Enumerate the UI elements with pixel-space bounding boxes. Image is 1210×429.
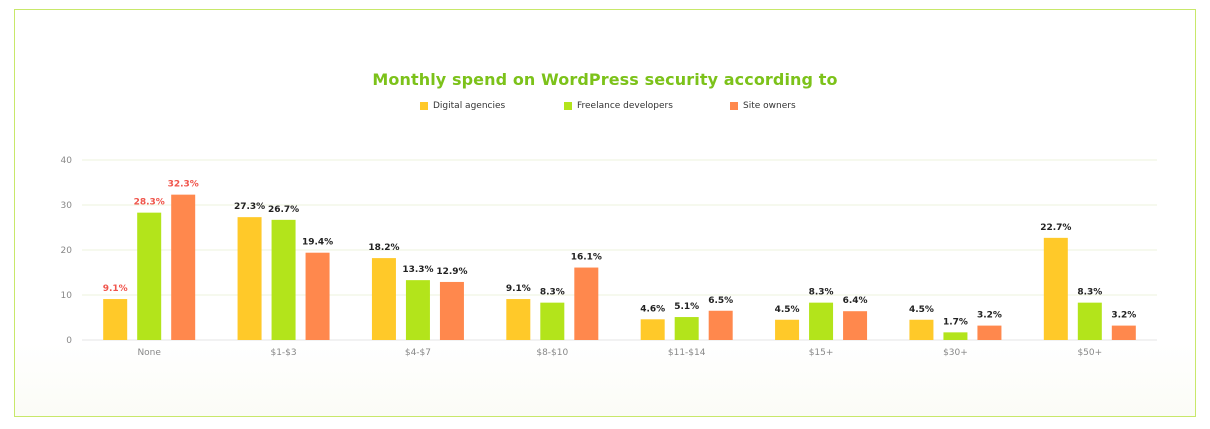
data-label: 18.2% <box>368 243 399 253</box>
data-label: 3.2% <box>1111 311 1136 321</box>
bar <box>1043 237 1068 340</box>
bar <box>674 317 699 340</box>
bar <box>775 319 800 340</box>
bar <box>540 302 565 340</box>
data-label: 5.1% <box>674 302 699 312</box>
data-label: 12.9% <box>436 267 467 277</box>
bar <box>943 332 968 340</box>
data-label: 16.1% <box>571 253 602 263</box>
data-label: 13.3% <box>402 265 433 275</box>
x-tick-label: $15+ <box>809 348 834 358</box>
data-label: 3.2% <box>977 311 1002 321</box>
data-label: 26.7% <box>268 205 299 215</box>
bar <box>1111 325 1136 340</box>
chart-frame <box>14 9 1196 417</box>
data-label: 8.3% <box>809 288 834 298</box>
y-tick-label: 30 <box>61 201 73 211</box>
y-tick-label: 20 <box>61 246 73 256</box>
x-tick-label: $30+ <box>943 348 968 358</box>
bar <box>439 281 464 340</box>
bar <box>237 217 262 340</box>
data-label: 19.4% <box>302 238 333 248</box>
bar <box>506 299 531 340</box>
bar <box>371 258 396 340</box>
legend-item-digital-agencies: Digital agencies <box>420 101 505 111</box>
chart-legend: Digital agencies Freelance developers Si… <box>0 101 1210 115</box>
data-label: 6.5% <box>708 296 733 306</box>
bar <box>271 219 296 340</box>
bar <box>137 212 162 340</box>
legend-swatch <box>730 102 738 110</box>
y-tick-label: 10 <box>61 291 73 301</box>
x-tick-label: None <box>137 348 161 358</box>
legend-label: Freelance developers <box>577 101 673 111</box>
bar <box>708 310 733 340</box>
bar <box>1077 302 1102 340</box>
legend-label: Digital agencies <box>433 101 506 111</box>
data-label: 4.6% <box>640 304 665 314</box>
x-tick-label: $1-$3 <box>270 348 296 358</box>
bar <box>305 252 330 340</box>
data-label: 28.3% <box>134 198 165 208</box>
data-label: 32.3% <box>168 180 199 190</box>
legend-item-site-owners: Site owners <box>730 101 796 111</box>
y-tick-label: 40 <box>61 156 73 166</box>
legend-swatch <box>420 102 428 110</box>
y-tick-label: 0 <box>66 336 72 346</box>
x-tick-label: $8-$10 <box>536 348 568 358</box>
data-label: 4.5% <box>775 305 800 315</box>
chart-title: Monthly spend on WordPress security acco… <box>372 70 838 89</box>
legend-label: Site owners <box>743 101 796 111</box>
x-tick-label: $4-$7 <box>405 348 431 358</box>
data-label: 4.5% <box>909 305 934 315</box>
bar <box>809 302 834 340</box>
bar <box>405 280 430 340</box>
bar <box>103 299 128 340</box>
bar <box>640 319 665 340</box>
bar <box>171 194 196 340</box>
bar <box>843 311 868 340</box>
data-label: 9.1% <box>103 284 128 294</box>
data-label: 8.3% <box>1077 288 1102 298</box>
legend-item-freelance-developers: Freelance developers <box>564 101 673 111</box>
data-label: 9.1% <box>506 284 531 294</box>
x-tick-label: $11-$14 <box>668 348 706 358</box>
data-label: 27.3% <box>234 202 265 212</box>
x-tick-label: $50+ <box>1077 348 1102 358</box>
data-label: 1.7% <box>943 317 968 327</box>
data-label: 8.3% <box>540 288 565 298</box>
bar <box>909 319 934 340</box>
data-label: 22.7% <box>1040 223 1071 233</box>
data-label: 6.4% <box>843 296 868 306</box>
bar <box>977 325 1002 340</box>
bar <box>574 267 599 340</box>
legend-swatch <box>564 102 572 110</box>
